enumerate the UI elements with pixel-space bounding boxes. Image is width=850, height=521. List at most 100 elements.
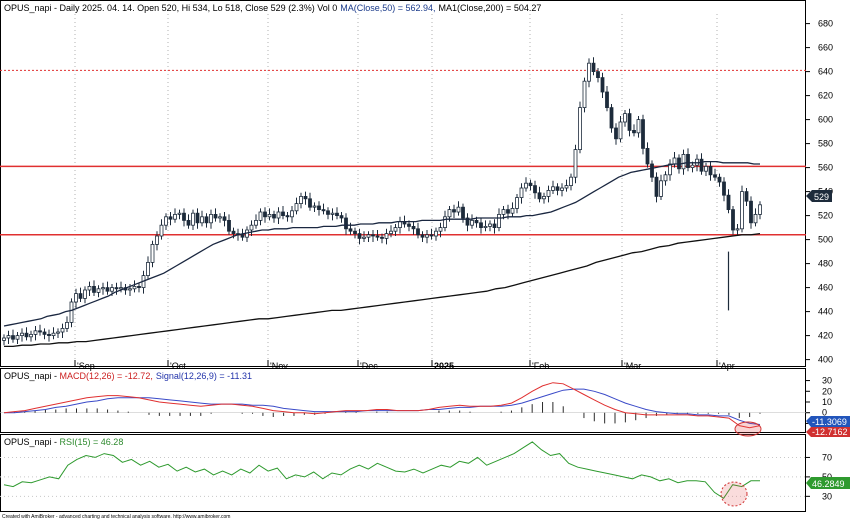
candle-body <box>358 234 361 239</box>
macd-highlight-circle <box>735 422 761 436</box>
candle-body <box>430 235 433 236</box>
candle-body <box>498 214 501 227</box>
candle-body <box>255 220 258 225</box>
candle-body <box>691 165 694 167</box>
candle-body <box>750 201 753 223</box>
price-header: OPUS_napi - Daily 2025. 04. 14. Open 520… <box>4 3 541 13</box>
candle-body <box>219 217 222 218</box>
candle-body <box>318 206 321 210</box>
candle-body <box>48 334 51 335</box>
candle-body <box>408 224 411 226</box>
candle-body <box>525 183 528 188</box>
macd-y-tick-label: 30 <box>822 376 832 386</box>
rsi-label: RSI(15) = 46.28 <box>60 437 124 447</box>
candle-body <box>241 235 244 237</box>
candle-body <box>624 114 627 122</box>
candle-body <box>214 214 217 218</box>
candle-body <box>502 210 505 215</box>
candle-body <box>642 120 645 149</box>
candle-body <box>178 213 181 214</box>
candle-body <box>660 181 663 197</box>
candle-body <box>79 294 82 299</box>
candle-body <box>601 78 604 92</box>
candle-body <box>291 211 294 217</box>
candle-body <box>97 289 100 293</box>
candle-body <box>714 175 717 177</box>
candle-body <box>615 128 618 139</box>
price-sep: - <box>52 3 60 13</box>
candle-body <box>304 196 307 198</box>
candle-body <box>709 166 712 174</box>
candle-body <box>372 235 375 236</box>
candle-body <box>426 235 429 237</box>
candle-body <box>300 196 303 203</box>
candle-body <box>165 217 168 225</box>
candle-body <box>277 212 280 218</box>
candle-body <box>156 236 159 244</box>
candle-body <box>268 214 271 216</box>
candle-body <box>552 187 555 191</box>
candle-body <box>462 207 465 218</box>
candle-body <box>727 195 730 209</box>
candle-body <box>7 336 10 338</box>
candle-body <box>66 322 69 328</box>
candle-body <box>264 212 267 217</box>
candle-body <box>250 225 253 230</box>
candle-body <box>349 229 352 231</box>
rsi-badge: 46.2849 <box>806 477 850 489</box>
candle-body <box>421 235 424 237</box>
candle-body <box>417 229 420 235</box>
candle-body <box>313 206 316 207</box>
candle-body <box>84 290 87 298</box>
candle-body <box>88 286 91 290</box>
price-y-tick-label: 680 <box>818 19 833 29</box>
candle-body <box>16 336 19 340</box>
candle-body <box>34 331 37 335</box>
candle-body <box>651 164 654 177</box>
candle-body <box>759 205 762 215</box>
candle-body <box>664 175 667 181</box>
price-y-tick-label: 620 <box>818 91 833 101</box>
candle-body <box>610 108 613 128</box>
candle-body <box>493 224 496 228</box>
candle-body <box>570 177 573 185</box>
candle-body <box>700 159 703 171</box>
macd-sep: - <box>52 371 60 381</box>
candle-body <box>183 213 186 220</box>
candle-body <box>655 177 658 196</box>
candle-body <box>259 212 262 220</box>
x-tick-label: 'Feb <box>532 361 549 371</box>
candle-body <box>70 302 73 322</box>
price-y-tick-label: 440 <box>818 307 833 317</box>
candle-body <box>682 154 685 168</box>
candle-body <box>223 217 226 221</box>
candle-body <box>516 198 519 209</box>
candle-body <box>588 63 591 81</box>
candle-body <box>21 333 24 335</box>
candle-body <box>354 231 357 233</box>
x-tick-label: 'Dec <box>360 361 378 371</box>
candle-body <box>399 222 402 228</box>
last-close-value: 529 <box>814 192 829 202</box>
candle-body <box>363 237 366 238</box>
candle-body <box>597 72 600 78</box>
candle-body <box>12 336 15 340</box>
candle-body <box>273 214 276 218</box>
candle-body <box>520 188 523 198</box>
candle-body <box>345 218 348 229</box>
candle-body <box>376 236 379 237</box>
macd-y-tick-label: 20 <box>822 386 832 396</box>
candle-body <box>3 338 6 340</box>
candle-body <box>120 288 123 289</box>
price-y-tick-label: 520 <box>818 211 833 221</box>
candle-body <box>741 192 744 229</box>
candle-body <box>547 190 550 196</box>
candle-body <box>475 220 478 222</box>
candle-body <box>138 286 141 287</box>
x-tick-label: 'Apr <box>719 361 735 371</box>
candle-body <box>147 262 150 275</box>
candle-body <box>133 286 136 288</box>
candle-body <box>309 199 312 207</box>
